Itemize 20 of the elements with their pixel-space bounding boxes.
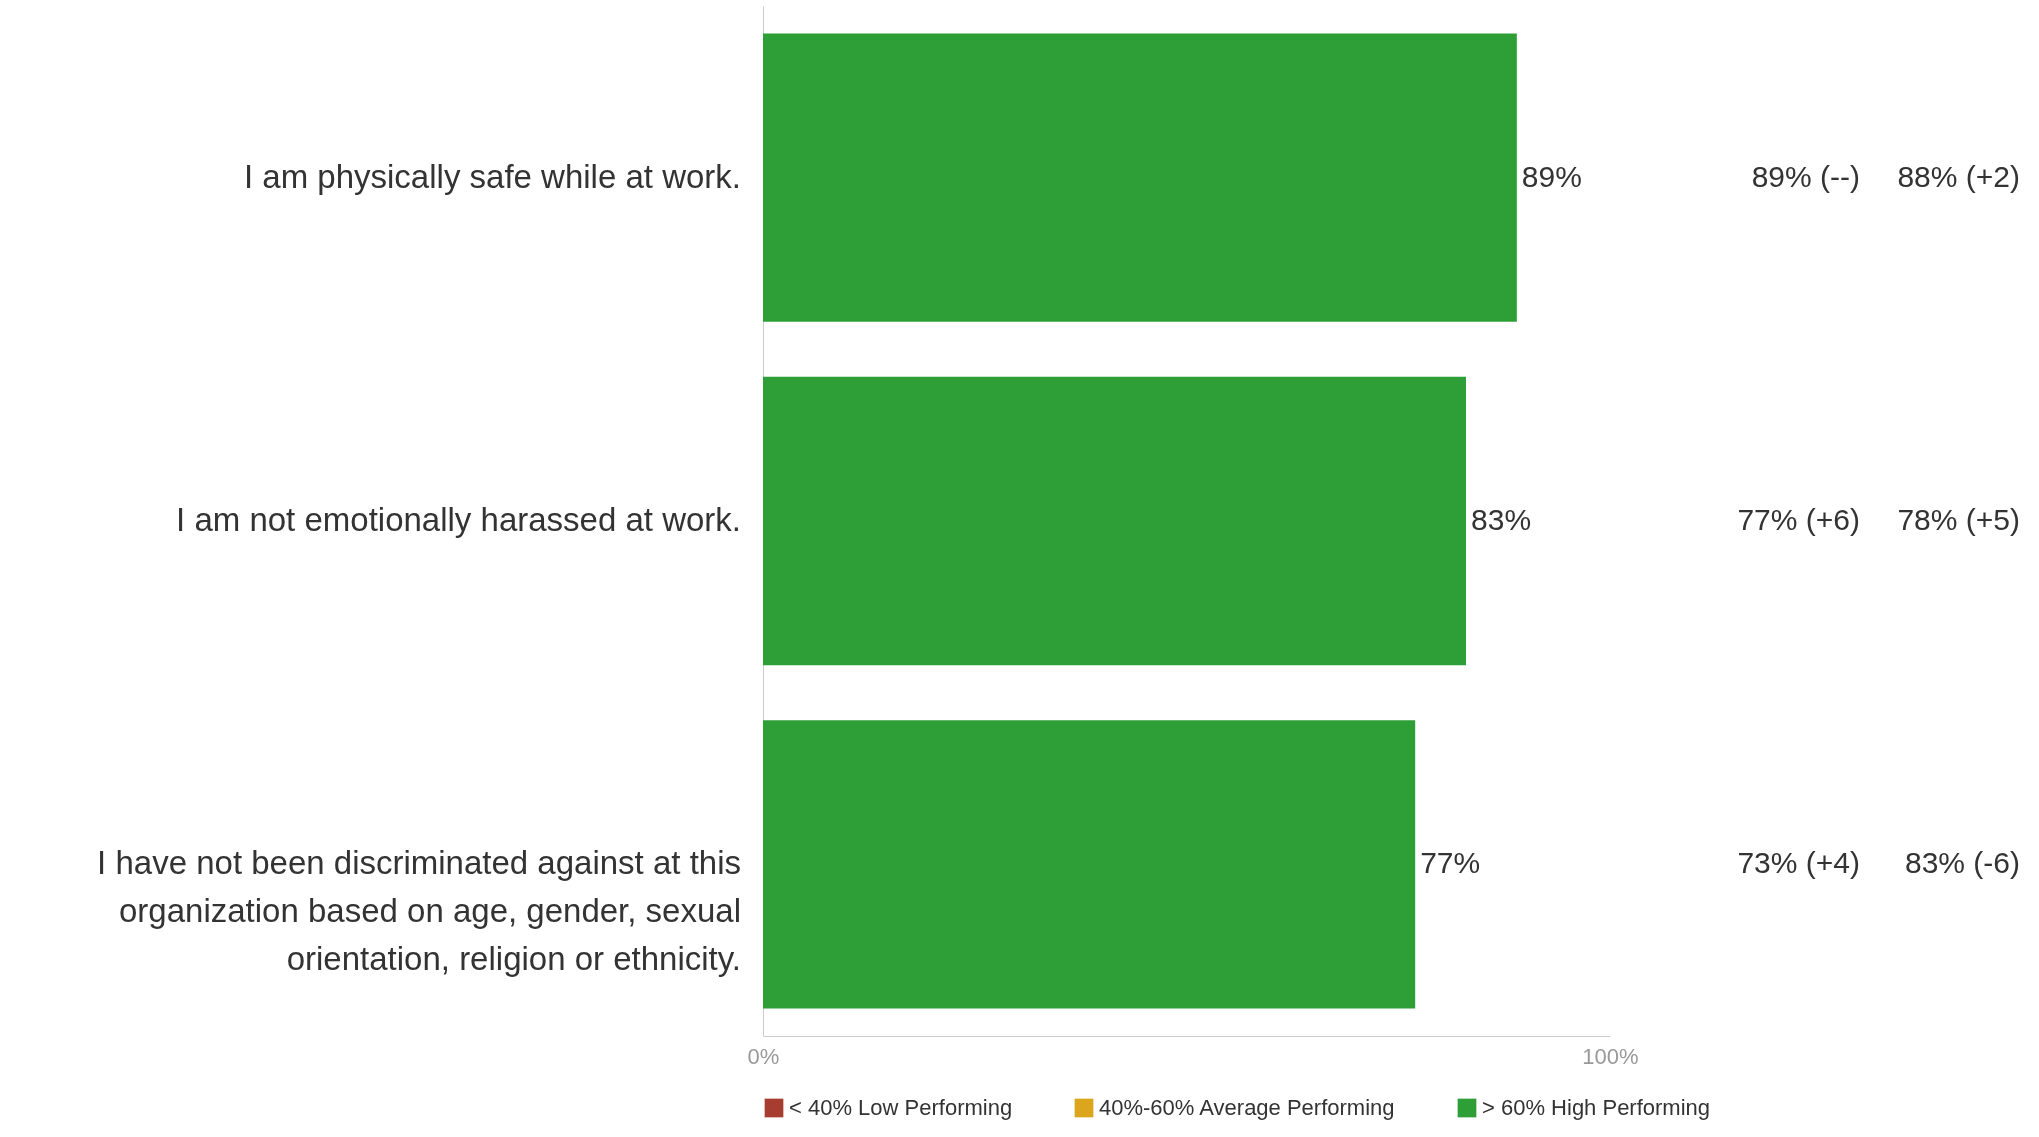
bar [763, 720, 1416, 1009]
legend-label: > 60% High Performing [1482, 1095, 1711, 1120]
text: 77% (+6) [1737, 503, 1860, 536]
text: 78% (+5) [1897, 503, 2020, 536]
text: 88% (+2) [1897, 159, 2020, 193]
bar [763, 376, 1467, 666]
bar [763, 33, 1517, 322]
y-tick-label: I have not been discriminated against at this organization based on age, gender, sexual orientation, religion or ethnicity. [97, 844, 741, 978]
x-tick-label: 100% [1582, 1043, 1639, 1069]
data-label: 83% [1471, 503, 1532, 536]
y-tick-label: I am physically safe while at work. [243, 157, 741, 195]
legend-label: < 40% Low Performing [789, 1095, 1013, 1120]
text: 73% (+4) [1737, 846, 1860, 880]
data-label: 89% [1521, 159, 1582, 193]
text: 89% (--) [1751, 159, 1860, 193]
legend-label: 40%-60% Average Performing [1099, 1095, 1395, 1120]
x-tick-label: 0% [747, 1043, 780, 1069]
y-tick-label: I am not emotionally harassed at work. [176, 501, 741, 538]
text: 83% (-6) [1904, 846, 2020, 880]
data-label: 77% [1420, 846, 1481, 880]
